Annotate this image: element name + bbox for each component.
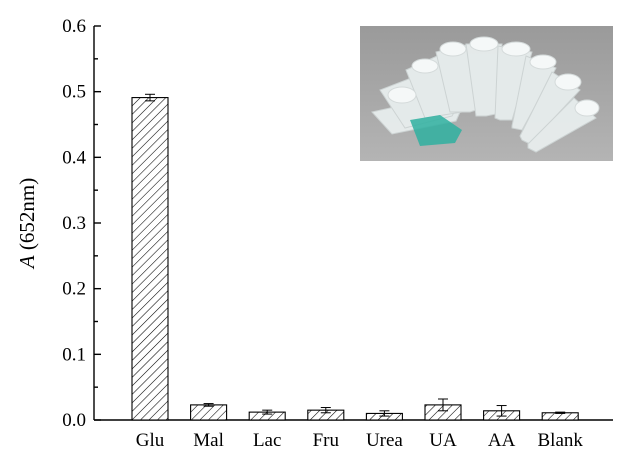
error-bar-urea	[379, 410, 390, 417]
error-bar-mal	[203, 403, 214, 407]
y-tick-label: 0.1	[62, 344, 86, 365]
bar-glu	[131, 97, 169, 421]
y-tick-label: 0.5	[62, 82, 86, 103]
error-bar-aa	[496, 405, 507, 417]
error-bar-fru	[320, 407, 331, 414]
inset-photo-tubes	[360, 26, 613, 161]
y-axis-label: A (652nm)	[15, 178, 39, 270]
x-tick-label-blank: Blank	[538, 430, 584, 450]
y-ticks: 0.0 0.1 0.2 0.3 0.4 0.5 0.6	[62, 16, 101, 431]
y-tick-label: 0.6	[62, 16, 86, 37]
x-tick-label-lac: Lac	[253, 430, 281, 450]
y-tick-label: 0.3	[62, 213, 86, 234]
y-axis-label-unit: (652nm)	[15, 178, 39, 256]
y-tick-label: 0.0	[62, 410, 86, 431]
y-tick-label: 0.2	[62, 279, 86, 300]
bars	[131, 93, 579, 421]
x-tick-label-fru: Fru	[313, 430, 340, 450]
x-tick-label-mal: Mal	[193, 430, 224, 450]
error-bar-lac	[262, 409, 273, 415]
blue-solution-icon	[410, 115, 462, 146]
x-tick-label-urea: Urea	[366, 430, 403, 450]
y-axis-label-symbol: A	[15, 255, 39, 270]
bar-mal	[190, 404, 228, 421]
x-tick-label-aa: AA	[488, 430, 516, 450]
x-tick-label-glu: Glu	[136, 430, 165, 450]
error-bar-ua	[438, 398, 448, 412]
y-tick-label: 0.4	[62, 147, 86, 168]
error-bar-blank	[555, 411, 566, 414]
x-tick-labels: Glu Mal Lac Fru Urea UA AA Blank	[136, 430, 584, 450]
x-tick-label-ua: UA	[429, 430, 457, 450]
error-bar-glu	[145, 93, 155, 102]
